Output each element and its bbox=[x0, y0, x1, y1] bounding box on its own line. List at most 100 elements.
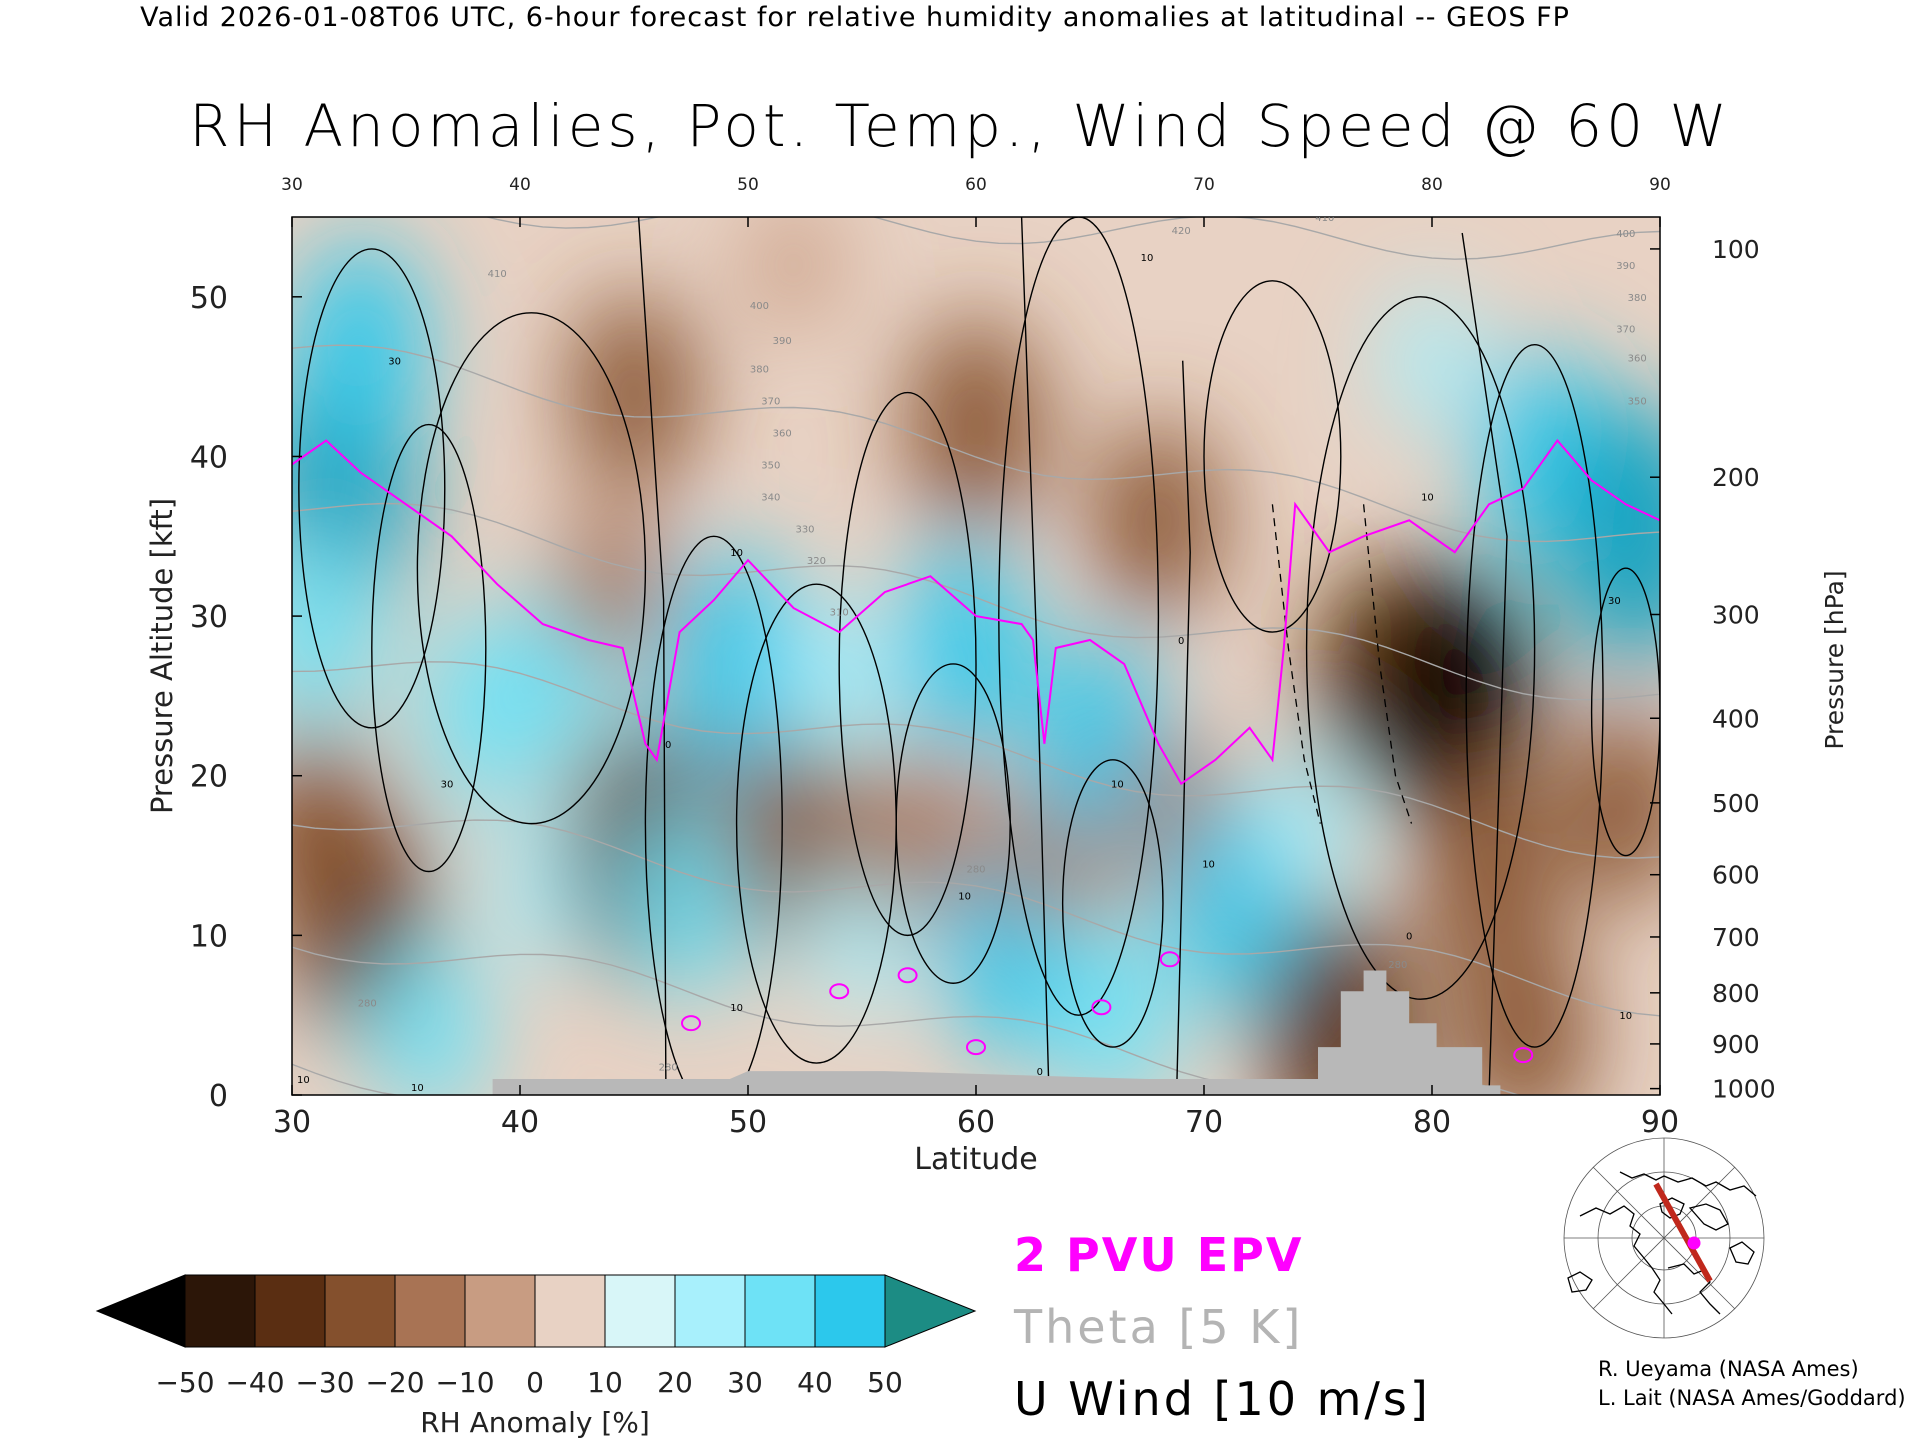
credit-lait: L. Lait (NASA Ames/Goddard) bbox=[1598, 1386, 1906, 1410]
epv-2pvu-contour bbox=[292, 438, 1660, 786]
u-wind-contour bbox=[637, 217, 667, 1095]
x-top-tick-label: 50 bbox=[737, 175, 759, 195]
u-wind-label: 30 bbox=[388, 357, 401, 368]
y-tick-label: 10 bbox=[190, 919, 228, 954]
u-wind-contour bbox=[1305, 296, 1536, 1000]
u-wind-label: 10 bbox=[297, 1075, 310, 1086]
x-top-tick-label: 30 bbox=[281, 175, 303, 195]
legend-u-wind: U Wind [10 m/s] bbox=[1014, 1372, 1431, 1426]
u-wind-contour bbox=[371, 423, 487, 873]
theta-contour bbox=[292, 661, 1660, 859]
theta-label: 390 bbox=[1616, 261, 1635, 272]
colorbar-segment bbox=[534, 1274, 606, 1348]
pressure-tick-label: 1000 bbox=[1712, 1075, 1776, 1104]
rh-anomaly-cell bbox=[557, 502, 666, 667]
legend-epv: 2 PVU EPV bbox=[1014, 1228, 1304, 1282]
x-tick-label: 30 bbox=[273, 1105, 311, 1140]
theta-label: 320 bbox=[807, 556, 826, 567]
chart-title: RH Anomalies, Pot. Temp., Wind Speed @ 6… bbox=[189, 92, 1731, 160]
pressure-tick-label: 500 bbox=[1712, 789, 1760, 818]
colorbar-tick-label: −40 bbox=[225, 1366, 284, 1399]
colorbar-tick-label: 0 bbox=[526, 1366, 544, 1399]
pressure-tick-label: 800 bbox=[1712, 979, 1760, 1008]
theta-label: 370 bbox=[1616, 325, 1635, 336]
theta-label: 280 bbox=[358, 998, 377, 1009]
u-wind-contour bbox=[644, 535, 783, 1095]
colorbar-segment bbox=[744, 1274, 816, 1348]
colorbar-segment bbox=[814, 1274, 886, 1348]
y-right-axis-label: Pressure [hPa] bbox=[1820, 570, 1849, 749]
theta-label: 370 bbox=[761, 397, 780, 408]
rh-anomaly-cell bbox=[292, 237, 428, 453]
u-wind-contour bbox=[1175, 360, 1191, 1095]
colorbar-tick-label: 30 bbox=[727, 1366, 763, 1399]
u-wind-contours bbox=[298, 217, 1660, 1095]
colorbar-under-triangle bbox=[95, 1274, 186, 1348]
u-wind-label: 10 bbox=[958, 891, 971, 902]
colorbar-tick-label: 50 bbox=[867, 1366, 903, 1399]
theta-label: 380 bbox=[1628, 293, 1647, 304]
u-wind-contour bbox=[298, 248, 446, 729]
theta-label: 280 bbox=[1388, 960, 1407, 971]
u-wind-label: 10 bbox=[1619, 1011, 1632, 1022]
rh-anomaly-cell bbox=[1382, 287, 1482, 435]
rh-anomaly-cell bbox=[1562, 708, 1660, 907]
pressure-tick-label: 600 bbox=[1712, 861, 1760, 890]
rh-anomaly-cell bbox=[628, 804, 754, 1003]
colorbar-tick-label: 10 bbox=[587, 1366, 623, 1399]
rh-anomaly-cell bbox=[292, 732, 383, 948]
theta-label: 400 bbox=[1616, 229, 1635, 240]
theta-label: 380 bbox=[750, 365, 769, 376]
rh-anomaly-cell bbox=[292, 533, 378, 732]
x-tick-label: 60 bbox=[957, 1105, 995, 1140]
x-tick-label: 80 bbox=[1413, 1105, 1451, 1140]
u-wind-label: 10 bbox=[1141, 253, 1154, 264]
x-top-tick-label: 60 bbox=[965, 175, 987, 195]
u-wind-label: 0 bbox=[1406, 931, 1412, 942]
epv-2pvu-contour bbox=[966, 1039, 986, 1056]
u-wind-contour bbox=[416, 312, 647, 825]
theta-label: 280 bbox=[659, 1062, 678, 1073]
y-tick-label: 20 bbox=[190, 760, 228, 795]
epv-2pvu-contour bbox=[1513, 1047, 1534, 1064]
colorbar-segment bbox=[674, 1274, 746, 1348]
terrain bbox=[492, 970, 1501, 1095]
rh-colorbar: −50 −40 −30 −20 −10 0 10 20 30 40 50 RH Anomaly [%] bbox=[95, 1274, 977, 1439]
theta-contour bbox=[292, 502, 1660, 701]
x-tick-label: 70 bbox=[1185, 1105, 1223, 1140]
epv-2pvu-contour bbox=[1159, 951, 1180, 968]
u-wind-label: 10 bbox=[411, 1083, 424, 1094]
u-wind-label: 0 bbox=[665, 740, 671, 751]
colorbar-tick-label: −50 bbox=[155, 1366, 214, 1399]
epv-2pvu-contour bbox=[1091, 999, 1112, 1016]
rh-anomaly-cell bbox=[860, 749, 978, 931]
epv-contour bbox=[292, 438, 1660, 1064]
colorbar-tick-label: −10 bbox=[435, 1366, 494, 1399]
colorbar-segment bbox=[324, 1274, 396, 1348]
epv-2pvu-contour bbox=[829, 983, 850, 1000]
u-wind-contour bbox=[1203, 280, 1342, 633]
u-wind-label: 10 bbox=[1202, 860, 1215, 871]
pressure-tick-label: 400 bbox=[1712, 704, 1760, 733]
u-wind-label: 10 bbox=[1421, 492, 1434, 503]
theta-label: 360 bbox=[773, 429, 792, 440]
terrain-profile bbox=[492, 970, 1501, 1095]
x-tick-label: 90 bbox=[1641, 1105, 1679, 1140]
x-tick-label: 40 bbox=[501, 1105, 539, 1140]
rh-anomaly-cell bbox=[664, 547, 809, 780]
x-top-tick-label: 70 bbox=[1193, 175, 1215, 195]
contour-labels: 280 280 280 280 310 320 330 340 350 360 370 380 390 4… bbox=[297, 213, 1647, 1094]
colorbar-segment bbox=[254, 1274, 326, 1348]
theta-label: 410 bbox=[1315, 213, 1334, 224]
colorbar-tick-label: 20 bbox=[657, 1366, 693, 1399]
credit-ueyama: R. Ueyama (NASA Ames) bbox=[1598, 1357, 1859, 1381]
u-wind-contour-negative bbox=[1362, 504, 1413, 824]
u-wind-label: 10 bbox=[730, 1003, 743, 1014]
y-tick-label: 0 bbox=[209, 1079, 228, 1114]
u-wind-contour bbox=[838, 391, 977, 937]
u-wind-label: 30 bbox=[441, 780, 454, 791]
rh-anomaly-field bbox=[292, 217, 1660, 1095]
theta-label: 410 bbox=[488, 269, 507, 280]
rh-anomaly-cell bbox=[1049, 916, 1176, 1095]
